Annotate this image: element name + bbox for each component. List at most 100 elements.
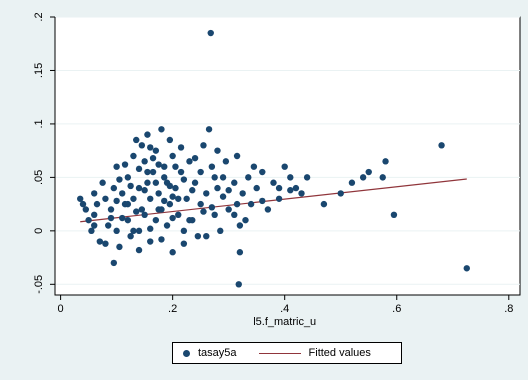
data-point — [138, 206, 146, 213]
data-point — [147, 238, 154, 245]
data-point — [169, 249, 176, 256]
data-point — [152, 216, 160, 224]
data-point — [158, 236, 165, 243]
legend-label-scatter: tasay5a — [198, 347, 237, 359]
data-point — [113, 227, 120, 235]
data-point — [147, 195, 154, 202]
data-point — [233, 152, 241, 160]
data-point — [110, 259, 118, 267]
data-point — [320, 200, 328, 208]
data-point — [130, 195, 137, 202]
data-point — [186, 216, 193, 224]
data-point — [180, 227, 188, 235]
data-point — [169, 193, 176, 200]
data-point — [107, 214, 115, 222]
data-point — [138, 142, 146, 149]
data-point — [242, 216, 249, 224]
data-point — [124, 200, 132, 208]
data-point — [99, 179, 106, 186]
data-point — [275, 184, 283, 192]
data-point — [183, 195, 190, 202]
data-point — [158, 126, 165, 133]
data-point — [186, 158, 193, 165]
data-point — [133, 136, 140, 144]
data-point — [211, 211, 218, 219]
data-point — [105, 222, 112, 229]
data-point — [208, 163, 216, 170]
data-point — [180, 176, 188, 183]
data-point — [141, 211, 148, 219]
data-point — [189, 187, 196, 194]
data-point — [155, 206, 162, 213]
data-point — [194, 232, 202, 240]
data-point — [161, 174, 168, 181]
data-point — [119, 214, 126, 222]
data-point — [203, 190, 210, 197]
data-point — [166, 182, 174, 190]
data-point — [155, 161, 162, 168]
plot-area — [54, 16, 521, 296]
data-point — [155, 190, 162, 197]
data-point — [222, 158, 230, 165]
data-point — [365, 168, 372, 176]
data-point — [231, 179, 238, 186]
data-point — [177, 168, 185, 176]
data-point — [207, 29, 214, 37]
data-point — [247, 200, 255, 208]
data-point — [91, 222, 98, 229]
legend-label-fit: Fitted values — [308, 347, 371, 359]
data-point — [191, 154, 199, 162]
data-point — [144, 131, 151, 138]
x-tick-label: 0 — [58, 303, 64, 315]
legend-item-fit: Fitted values — [237, 347, 371, 359]
data-point — [149, 154, 157, 162]
data-point — [197, 200, 204, 208]
data-point — [191, 179, 199, 186]
data-point — [96, 238, 104, 245]
data-point — [250, 163, 258, 170]
scatter-points-layer — [77, 29, 470, 288]
data-point — [169, 152, 176, 160]
scatter-chart: 0 .2 .4 .6 .8 -.05 0 .05 .1 .15 .2 l5.f_matric_u — [33, 12, 521, 328]
data-point — [144, 179, 151, 186]
data-point — [161, 197, 168, 205]
data-point — [172, 184, 179, 192]
data-point — [147, 144, 154, 151]
data-point — [116, 176, 123, 183]
data-point — [219, 193, 227, 200]
data-point — [149, 168, 157, 176]
x-axis-ticks: 0 .2 .4 .6 .8 — [58, 295, 513, 315]
data-point — [463, 265, 470, 272]
data-point — [127, 232, 134, 240]
data-point — [135, 165, 143, 173]
data-point — [82, 206, 90, 213]
data-point — [175, 211, 182, 219]
data-point — [177, 144, 185, 151]
data-point — [382, 158, 389, 165]
legend-marker-line — [258, 352, 301, 354]
data-point — [135, 184, 143, 192]
data-point — [214, 147, 221, 154]
data-point — [175, 195, 182, 202]
data-point — [85, 216, 92, 224]
y-tick-label: -.05 — [33, 275, 45, 294]
data-point — [219, 174, 227, 181]
data-point — [91, 211, 98, 219]
y-tick-label: 0 — [33, 228, 45, 234]
data-point — [270, 179, 277, 186]
x-axis-label: l5.f_matric_u — [253, 316, 316, 328]
data-point — [236, 222, 244, 229]
x-tick-label: .4 — [280, 303, 289, 315]
data-point — [303, 174, 311, 181]
data-point — [236, 249, 244, 256]
data-point — [161, 163, 168, 170]
data-point — [163, 222, 171, 229]
data-point — [298, 190, 305, 197]
data-point — [359, 174, 367, 181]
data-point — [133, 208, 140, 215]
x-tick-label: .6 — [392, 303, 401, 315]
data-point — [116, 243, 123, 251]
data-point — [239, 190, 246, 197]
axes — [54, 17, 520, 296]
